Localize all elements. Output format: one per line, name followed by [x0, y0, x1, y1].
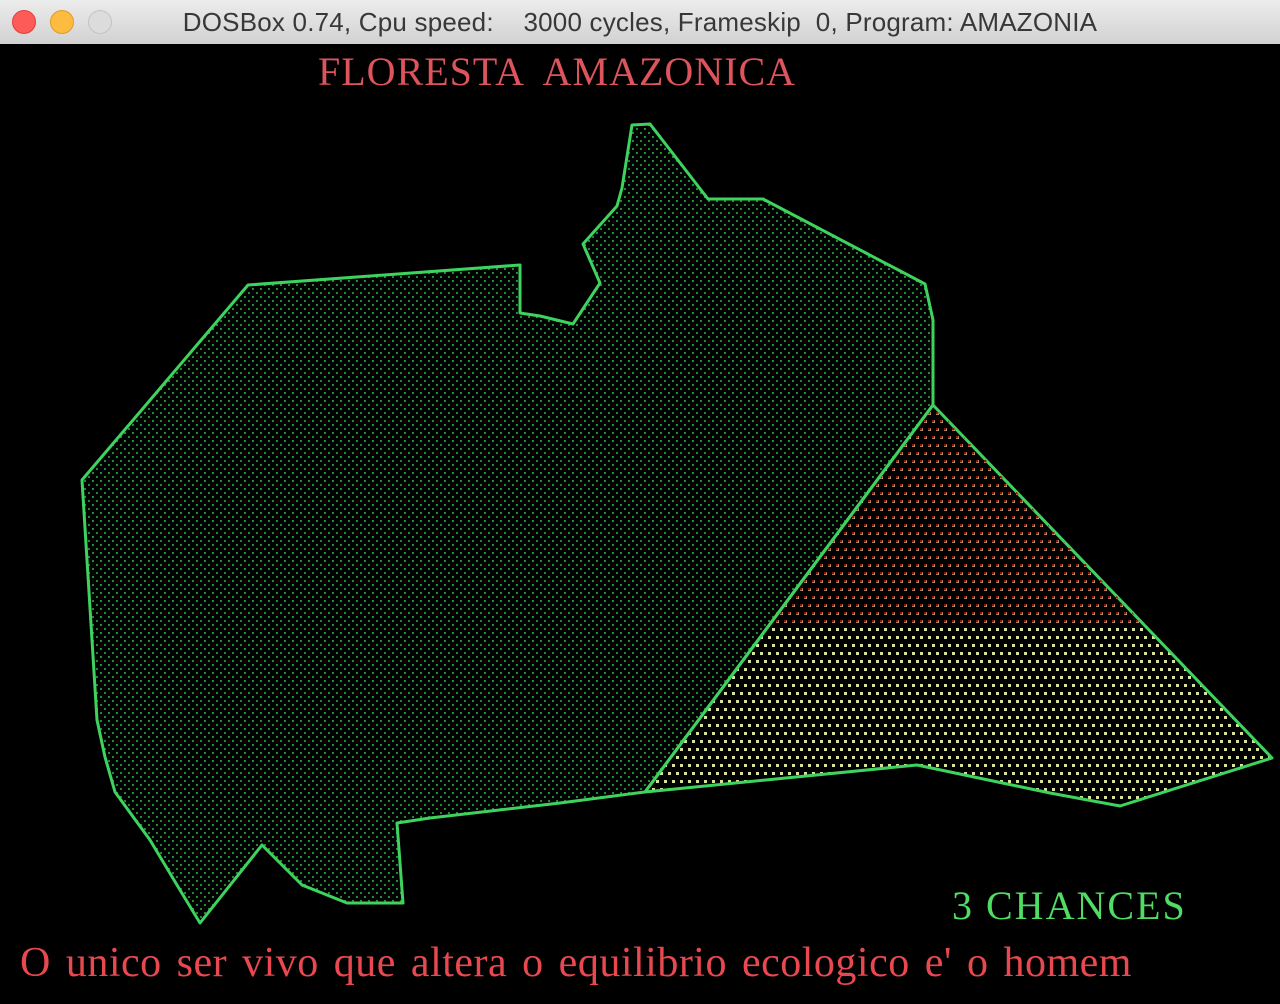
window-title: DOSBox 0.74, Cpu speed: 3000 cycles, Fra… — [182, 6, 1098, 37]
page-title: FLORESTA AMAZONICA — [318, 49, 797, 94]
game-screen[interactable]: FLORESTA AMAZONICA 3 CHANCES O unico ser… — [0, 44, 1280, 1004]
minimize-button[interactable] — [50, 10, 74, 34]
status-message: O unico ser vivo que altera o equilibrio… — [20, 940, 1132, 986]
burned-region[interactable] — [768, 405, 1146, 627]
traffic-lights — [12, 10, 112, 34]
amazon-map[interactable] — [0, 44, 1280, 1004]
close-button[interactable] — [12, 10, 36, 34]
titlebar[interactable]: DOSBox 0.74, Cpu speed: 3000 cycles, Fra… — [0, 0, 1280, 45]
forest-region[interactable] — [80, 122, 935, 925]
chances-counter: 3 CHANCES — [952, 883, 1187, 928]
zoom-button[interactable] — [88, 10, 112, 34]
